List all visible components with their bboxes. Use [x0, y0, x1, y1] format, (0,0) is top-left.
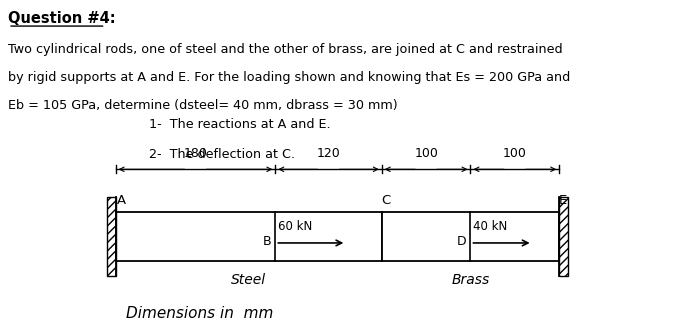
Text: 60 kN: 60 kN	[278, 220, 312, 233]
Text: 40 kN: 40 kN	[473, 220, 508, 233]
Text: by rigid supports at A and E. For the loading shown and knowing that Es = 200 GP: by rigid supports at A and E. For the lo…	[8, 70, 570, 84]
Text: 180: 180	[183, 147, 207, 160]
Text: Two cylindrical rods, one of steel and the other of brass, are joined at C and r: Two cylindrical rods, one of steel and t…	[8, 42, 563, 55]
Text: C: C	[382, 194, 391, 207]
Bar	[559, 197, 568, 276]
Text: 120: 120	[316, 147, 340, 160]
Text: D: D	[457, 235, 466, 248]
Text: B: B	[262, 235, 272, 248]
Text: E: E	[559, 194, 567, 207]
Text: Question #4:: Question #4:	[8, 11, 116, 26]
Text: 100: 100	[414, 147, 438, 160]
Text: Eb = 105 GPa, determine (dsteel= 40 mm, dbrass = 30 mm): Eb = 105 GPa, determine (dsteel= 40 mm, …	[8, 99, 398, 112]
Text: Steel: Steel	[231, 273, 266, 287]
Bar	[107, 197, 116, 276]
Bar	[382, 212, 559, 262]
Text: 1-  The reactions at A and E.: 1- The reactions at A and E.	[149, 118, 331, 131]
Text: A: A	[116, 194, 125, 207]
Text: 2-  The deflection at C.: 2- The deflection at C.	[149, 148, 295, 161]
Bar	[116, 212, 382, 262]
Text: Brass: Brass	[452, 273, 489, 287]
Text: Dimensions in  mm: Dimensions in mm	[126, 306, 273, 321]
Text: 100: 100	[503, 147, 527, 160]
